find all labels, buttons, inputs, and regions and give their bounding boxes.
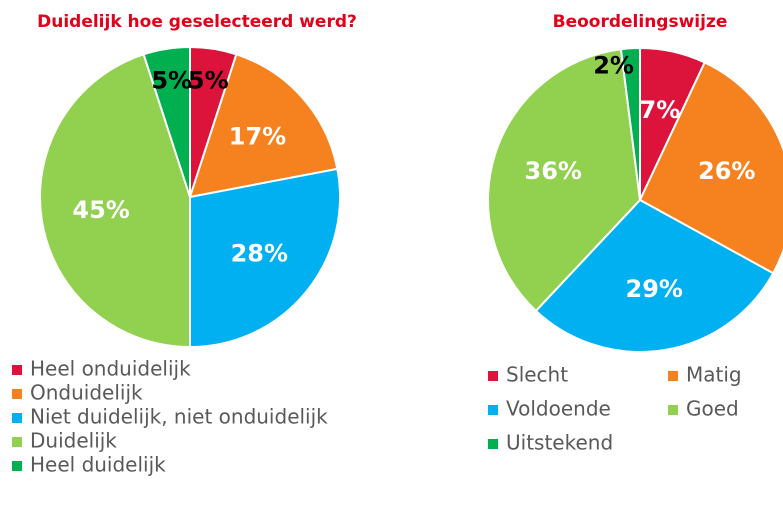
pie-slice <box>487 48 642 313</box>
data-label: 29% <box>626 275 683 303</box>
data-label: 36% <box>525 157 582 185</box>
legend-swatch <box>488 371 498 381</box>
legend-label: Heel onduidelijk <box>30 357 191 381</box>
pie-slice <box>39 53 191 349</box>
data-label: 7% <box>640 96 681 124</box>
legend-swatch <box>12 437 22 447</box>
legend-swatch <box>668 371 678 381</box>
legend-label: Matig <box>686 363 742 387</box>
legend-label: Slecht <box>506 363 568 387</box>
pie-slice <box>142 45 191 198</box>
data-label: 26% <box>698 157 755 185</box>
data-label: 28% <box>231 239 288 267</box>
pie-slice <box>188 53 339 199</box>
data-label: 5% <box>188 66 229 94</box>
legend-label: Heel duidelijk <box>30 453 166 477</box>
pie-slice <box>534 198 775 353</box>
legend-swatch <box>12 461 22 471</box>
legend-label: Goed <box>686 397 739 421</box>
legend-label: Niet duidelijk, niet onduidelijk <box>30 405 328 429</box>
legend-label: Onduidelijk <box>30 381 143 405</box>
pie-slice <box>189 167 341 349</box>
chart-title: Duidelijk hoe geselecteerd werd? <box>37 12 357 32</box>
data-label: 2% <box>593 52 634 80</box>
legend-label: Uitstekend <box>506 431 613 455</box>
legend-swatch <box>488 439 498 449</box>
legend-swatch <box>668 405 678 415</box>
legend-label: Duidelijk <box>30 429 117 453</box>
legend-swatch <box>488 405 498 415</box>
pie-slice <box>638 61 783 275</box>
legend-swatch <box>12 389 22 399</box>
legend-swatch <box>12 365 22 375</box>
data-label: 17% <box>229 122 286 150</box>
data-label: 5% <box>151 66 192 94</box>
data-label: 45% <box>72 196 129 224</box>
legend-label: Voldoende <box>506 397 611 421</box>
pie-slice <box>619 46 641 201</box>
chart-title: Beoordelingswijze <box>553 12 728 32</box>
legend-swatch <box>12 413 22 423</box>
